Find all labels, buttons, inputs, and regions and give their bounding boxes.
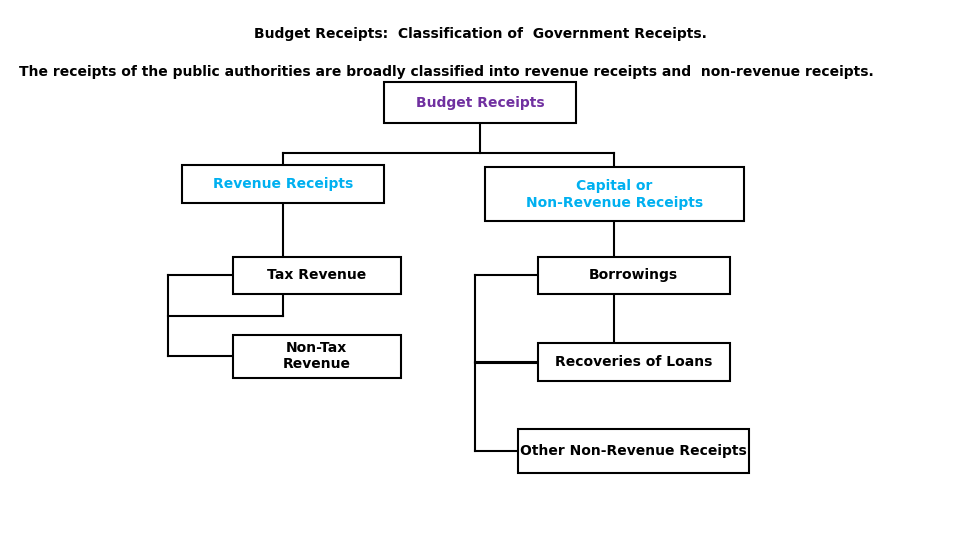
Text: Capital or
Non-Revenue Receipts: Capital or Non-Revenue Receipts	[526, 179, 703, 210]
FancyBboxPatch shape	[485, 167, 744, 221]
FancyBboxPatch shape	[518, 429, 749, 472]
Text: Borrowings: Borrowings	[589, 268, 678, 282]
Text: Budget Receipts:  Classification of  Government Receipts.: Budget Receipts: Classification of Gover…	[253, 27, 707, 41]
Text: Revenue Receipts: Revenue Receipts	[213, 177, 353, 191]
FancyBboxPatch shape	[182, 165, 384, 202]
Text: Recoveries of Loans: Recoveries of Loans	[555, 355, 712, 369]
Text: Other Non-Revenue Receipts: Other Non-Revenue Receipts	[520, 444, 747, 458]
Text: Tax Revenue: Tax Revenue	[267, 268, 367, 282]
FancyBboxPatch shape	[233, 335, 400, 378]
FancyBboxPatch shape	[538, 256, 730, 294]
FancyBboxPatch shape	[233, 256, 400, 294]
FancyBboxPatch shape	[538, 343, 730, 381]
FancyBboxPatch shape	[384, 82, 576, 123]
Text: Non-Tax
Revenue: Non-Tax Revenue	[283, 341, 350, 372]
Text: The receipts of the public authorities are broadly classified into revenue recei: The receipts of the public authorities a…	[19, 65, 874, 79]
Text: Budget Receipts: Budget Receipts	[416, 96, 544, 110]
